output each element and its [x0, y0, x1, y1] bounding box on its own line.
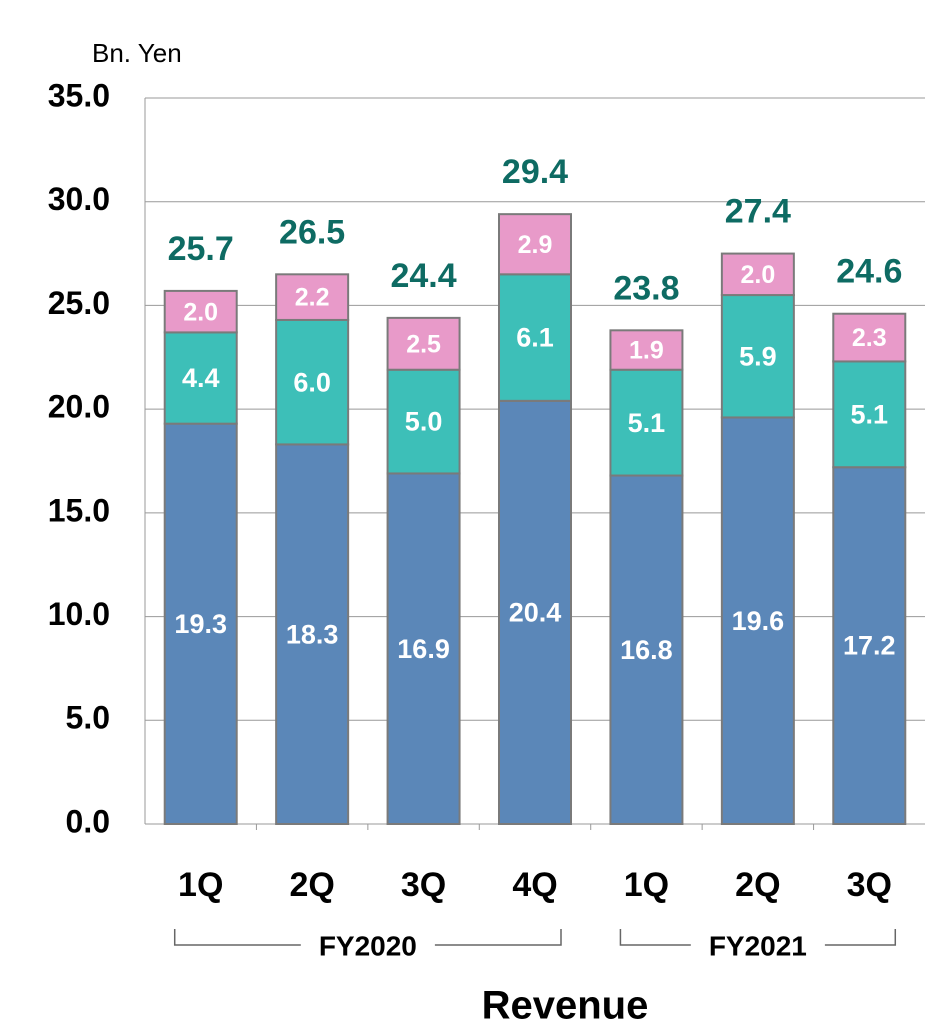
value-label: 16.8: [620, 635, 673, 665]
value-label: 6.1: [516, 323, 554, 353]
total-label: 23.8: [613, 269, 679, 307]
y-tick-label: 5.0: [66, 700, 110, 736]
total-label: 24.4: [390, 257, 456, 295]
x-tick-label: 3Q: [401, 866, 446, 904]
bar-segment: [275, 443, 350, 825]
y-tick-label: 10.0: [48, 596, 110, 632]
bar-segment: [609, 474, 684, 825]
value-label: 2.0: [183, 298, 218, 326]
bar-segment: [832, 360, 907, 469]
x-tick-label: 1Q: [624, 866, 669, 904]
y-axis-label: Bn. Yen: [92, 38, 182, 68]
value-label: 16.9: [397, 634, 450, 664]
group-bracket: [619, 929, 897, 946]
bar-segment: [609, 329, 684, 371]
y-tick-label: 15.0: [48, 492, 110, 528]
group-label: FY2021: [709, 930, 807, 961]
value-label: 19.3: [174, 609, 227, 639]
x-tick-label: 3Q: [847, 866, 892, 904]
bar-segment: [720, 294, 795, 419]
value-label: 6.0: [293, 367, 331, 397]
bar-segment: [720, 252, 795, 297]
value-label: 2.2: [295, 284, 330, 312]
value-label: 18.3: [286, 619, 339, 649]
x-tick-label: 4Q: [512, 866, 557, 904]
value-label: 1.9: [629, 337, 664, 365]
total-label: 27.4: [725, 193, 791, 231]
x-axis-label: Revenue: [482, 984, 649, 1027]
value-label: 2.0: [740, 261, 775, 289]
bar-segment: [609, 368, 684, 477]
value-label: 20.4: [509, 598, 562, 628]
value-label: 19.6: [732, 606, 785, 636]
value-label: 5.0: [405, 407, 443, 437]
total-label: 25.7: [168, 230, 234, 268]
total-label: 29.4: [502, 153, 568, 191]
bar-segment: [498, 213, 572, 276]
bar-segment: [163, 289, 238, 334]
value-label: 5.1: [628, 408, 666, 438]
x-tick-label: 2Q: [735, 866, 780, 904]
y-tick-label: 25.0: [48, 285, 110, 321]
y-tick-label: 0.0: [66, 803, 110, 839]
value-label: 4.4: [182, 363, 220, 393]
bar-segment: [720, 416, 795, 825]
total-label: 26.5: [279, 213, 345, 251]
value-label: 2.9: [518, 231, 553, 259]
bar-segment: [163, 422, 238, 825]
total-label: 24.6: [836, 253, 902, 291]
value-label: 2.5: [406, 330, 441, 358]
y-tick-label: 20.0: [48, 389, 110, 425]
bar-segment: [832, 466, 907, 825]
bar-segment: [386, 368, 461, 475]
bar-segment: [275, 273, 350, 321]
value-label: 2.3: [852, 324, 887, 352]
x-tick-label: 1Q: [178, 866, 223, 904]
y-tick-label: 30.0: [48, 181, 110, 217]
bar-segment: [498, 273, 572, 402]
bar-segment: [498, 399, 572, 825]
group-label: FY2020: [319, 930, 417, 961]
group-bracket: [173, 929, 562, 946]
value-label: 5.1: [851, 399, 889, 429]
bar-segment: [832, 312, 907, 363]
bar-segment: [275, 318, 350, 446]
y-tick-label: 35.0: [48, 77, 110, 113]
value-label: 17.2: [843, 631, 896, 661]
bar-segment: [386, 316, 461, 371]
x-tick-label: 2Q: [289, 866, 334, 904]
value-label: 5.9: [739, 341, 777, 371]
